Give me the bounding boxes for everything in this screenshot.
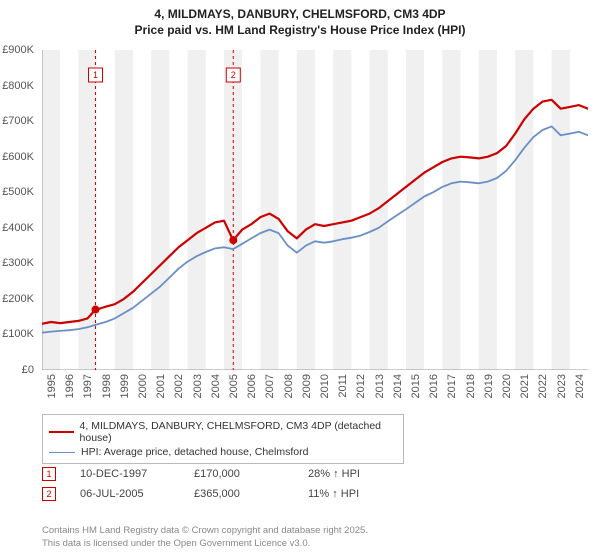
legend-row: HPI: Average price, detached house, Chel… <box>49 445 397 459</box>
marker-price: £170,000 <box>194 468 284 480</box>
x-tick-label: 2001 <box>155 374 167 398</box>
x-tick-label: 2007 <box>264 374 276 398</box>
y-tick-label: £700K <box>2 115 34 127</box>
x-tick-label: 2024 <box>574 374 586 398</box>
x-tick-label: 2020 <box>501 374 513 398</box>
x-tick-label: 2002 <box>173 374 185 398</box>
svg-text:2: 2 <box>231 70 236 80</box>
y-tick-label: £500K <box>2 186 34 198</box>
x-tick-label: 2014 <box>392 374 404 398</box>
x-tick-label: 2023 <box>556 374 568 398</box>
x-tick-label: 2005 <box>228 374 240 398</box>
marker-delta: 28% ↑ HPI <box>308 468 398 480</box>
legend: 4, MILDMAYS, DANBURY, CHELMSFORD, CM3 4D… <box>42 414 404 464</box>
marker-row: 1 10-DEC-1997 £170,000 28% ↑ HPI <box>42 464 582 484</box>
x-tick-label: 2006 <box>246 374 258 398</box>
marker-delta: 11% ↑ HPI <box>308 488 398 500</box>
title-line-2: Price paid vs. HM Land Registry's House … <box>0 22 600 38</box>
y-axis-labels: £0£100K£200K£300K£400K£500K£600K£700K£80… <box>0 50 38 370</box>
footer-line-1: Contains HM Land Registry data © Crown c… <box>42 525 368 537</box>
footer-line-2: This data is licensed under the Open Gov… <box>42 538 368 550</box>
chart-svg: 12 <box>42 50 588 370</box>
marker-date: 10-DEC-1997 <box>80 468 170 480</box>
marker-badge: 2 <box>42 487 56 501</box>
title-line-1: 4, MILDMAYS, DANBURY, CHELMSFORD, CM3 4D… <box>0 6 600 22</box>
chart-container: 4, MILDMAYS, DANBURY, CHELMSFORD, CM3 4D… <box>0 0 600 560</box>
x-tick-label: 2018 <box>465 374 477 398</box>
y-tick-label: £600K <box>2 151 34 163</box>
marker-badge: 1 <box>42 467 56 481</box>
y-tick-label: £800K <box>2 80 34 92</box>
chart-title: 4, MILDMAYS, DANBURY, CHELMSFORD, CM3 4D… <box>0 0 600 38</box>
x-tick-label: 2000 <box>137 374 149 398</box>
x-tick-label: 2017 <box>446 374 458 398</box>
y-tick-label: £200K <box>2 293 34 305</box>
marker-price: £365,000 <box>194 488 284 500</box>
legend-swatch <box>49 431 74 433</box>
x-tick-label: 2021 <box>519 374 531 398</box>
y-tick-label: £100K <box>2 328 34 340</box>
chart-plot-area: 12 <box>42 50 588 370</box>
svg-text:1: 1 <box>93 70 98 80</box>
x-tick-label: 2016 <box>428 374 440 398</box>
x-tick-label: 2004 <box>210 374 222 398</box>
legend-label: HPI: Average price, detached house, Chel… <box>81 446 308 458</box>
x-axis-labels: 1995 1996 1997 1998 1999 2000 2001 2002 2003 2004… <box>42 372 588 412</box>
legend-swatch <box>49 452 75 453</box>
x-tick-label: 2009 <box>301 374 313 398</box>
x-tick-label: 1999 <box>119 374 131 398</box>
legend-row: 4, MILDMAYS, DANBURY, CHELMSFORD, CM3 4D… <box>49 419 397 445</box>
marker-date: 06-JUL-2005 <box>80 488 170 500</box>
y-tick-label: £900K <box>2 44 34 56</box>
x-tick-label: 2015 <box>410 374 422 398</box>
y-tick-label: £300K <box>2 257 34 269</box>
marker-row: 2 06-JUL-2005 £365,000 11% ↑ HPI <box>42 484 582 504</box>
x-tick-label: 2003 <box>192 374 204 398</box>
x-tick-label: 2010 <box>319 374 331 398</box>
footer-attribution: Contains HM Land Registry data © Crown c… <box>42 525 368 550</box>
x-tick-label: 2008 <box>283 374 295 398</box>
x-tick-label: 2013 <box>374 374 386 398</box>
y-tick-label: £0 <box>22 364 34 376</box>
x-tick-label: 2012 <box>355 374 367 398</box>
x-tick-label: 1998 <box>101 374 113 398</box>
y-tick-label: £400K <box>2 222 34 234</box>
x-tick-label: 1996 <box>64 374 76 398</box>
x-tick-label: 1997 <box>82 374 94 398</box>
x-tick-label: 1995 <box>46 374 58 398</box>
x-tick-label: 2022 <box>537 374 549 398</box>
marker-table: 1 10-DEC-1997 £170,000 28% ↑ HPI 2 06-JU… <box>42 464 582 504</box>
x-tick-label: 2019 <box>483 374 495 398</box>
x-tick-label: 2011 <box>337 374 349 398</box>
legend-label: 4, MILDMAYS, DANBURY, CHELMSFORD, CM3 4D… <box>80 420 397 444</box>
